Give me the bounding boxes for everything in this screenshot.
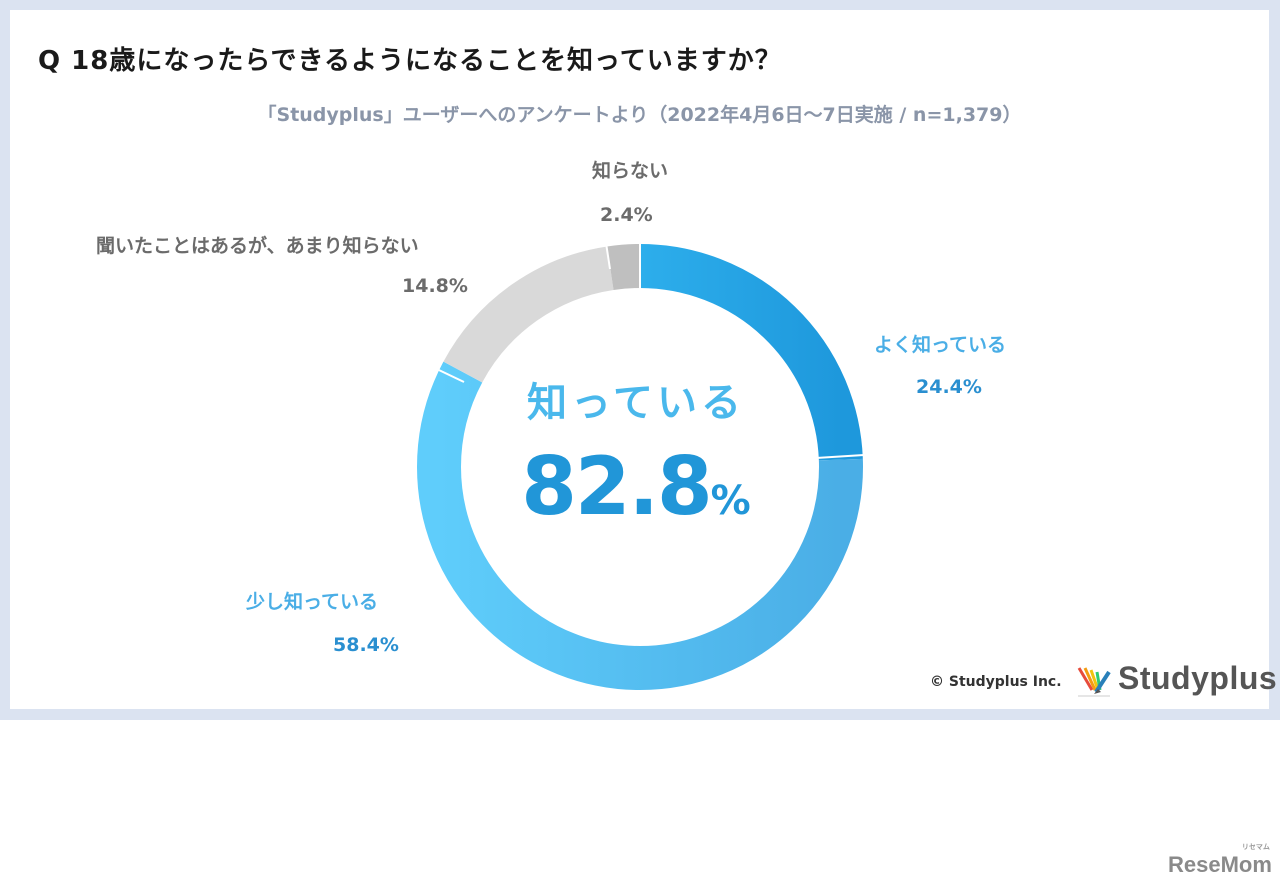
label-shiranai: 知らない <box>592 160 669 182</box>
chart-subtitle: 「Studyplus」ユーザーへのアンケートより（2022年4月6日〜7日実施 … <box>257 104 1022 126</box>
pencil-rainbow-icon <box>1077 667 1111 697</box>
value-kiita: 14.8% <box>402 275 468 297</box>
resemom-watermark: ReseMom リセマム <box>1168 844 1272 878</box>
resemom-kana: リセマム <box>1241 844 1270 851</box>
brand-name: Studyplus <box>1118 659 1278 696</box>
label-sukoshi: 少し知っている <box>246 591 379 613</box>
label-kiita: 聞いたことはあるが、あまり知らない <box>96 235 419 257</box>
chart-panel: Q 18歳になったらできるようになることを知っていますか？ 「Studyplus… <box>10 10 1277 709</box>
value-yoku: 24.4% <box>916 376 982 398</box>
resemom-text: ReseMom <box>1168 852 1272 877</box>
label-yoku: よく知っている <box>874 334 1007 356</box>
copyright-text: © Studyplus Inc. <box>930 674 1062 690</box>
donut-chart <box>417 242 865 690</box>
value-shiranai: 2.4% <box>600 204 653 226</box>
segment-sukoshi <box>417 244 863 690</box>
chart-frame: Q 18歳になったらできるようになることを知っていますか？ 「Studyplus… <box>0 0 1280 720</box>
studyplus-logo: Studyplus <box>1076 658 1277 698</box>
value-sukoshi: 58.4% <box>333 634 399 656</box>
center-value: 82.8% <box>496 440 776 533</box>
center-value-number: 82.8 <box>521 440 712 533</box>
chart-title: Q 18歳になったらできるようになることを知っていますか？ <box>38 46 782 76</box>
center-label: 知っている <box>527 380 745 426</box>
center-value-unit: % <box>710 478 751 524</box>
